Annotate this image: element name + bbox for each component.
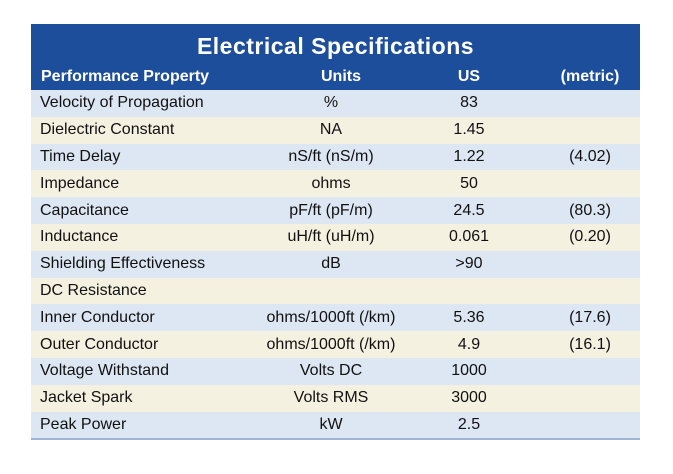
row-us-value: 1.22 <box>453 147 485 165</box>
row-us-value: 1.45 <box>453 121 485 139</box>
table-row: Inner Conductor ohms/1000ft (/km) 5.36 (… <box>31 304 640 332</box>
table-row: Impedance ohms 50 <box>31 170 640 198</box>
column-header-us: US <box>457 68 481 85</box>
row-metric-value: (16.1) <box>569 335 611 353</box>
table-body: Velocity of Propagation % 83 Dielectric … <box>31 90 640 439</box>
row-metric-value: (17.6) <box>569 308 611 326</box>
table-header: Electrical Specifications Performance Pr… <box>31 24 640 90</box>
row-us-value: 4.9 <box>457 335 481 353</box>
table-row: Inductance uH/ft (uH/m) 0.061 (0.20) <box>31 223 640 251</box>
row-property: DC Resistance <box>40 281 147 299</box>
row-property: Shielding Effectiveness <box>40 255 206 273</box>
table-row: Voltage Withstand Volts DC 1000 <box>31 357 640 385</box>
table-title: Electrical Specifications <box>196 33 475 59</box>
row-units: Volts RMS <box>293 389 369 407</box>
row-units: kW <box>319 415 343 433</box>
row-property: Dielectric Constant <box>40 121 175 139</box>
table-row: DC Resistance <box>31 277 640 305</box>
table-row: Dielectric Constant NA 1.45 <box>31 116 640 144</box>
row-property: Inner Conductor <box>40 308 155 326</box>
row-units: ohms/1000ft (/km) <box>266 308 396 326</box>
row-units: Volts DC <box>299 362 363 380</box>
column-headers: Performance Property Units US (metric) <box>31 66 640 88</box>
row-property: Impedance <box>40 174 120 192</box>
row-property: Time Delay <box>40 147 121 165</box>
row-units: NA <box>319 121 343 139</box>
row-units: pF/ft (pF/m) <box>289 201 373 219</box>
row-us-value: 3000 <box>451 389 487 407</box>
table-row: Time Delay nS/ft (nS/m) 1.22 (4.02) <box>31 143 640 171</box>
row-us-value: 1000 <box>451 362 487 380</box>
row-us-value: 0.061 <box>448 228 490 246</box>
table-bottom-rule <box>31 438 640 441</box>
column-header-units: Units <box>321 68 361 85</box>
row-units: uH/ft (uH/m) <box>287 228 375 246</box>
row-property: Inductance <box>40 228 119 246</box>
row-us-value: 83 <box>460 94 478 112</box>
electrical-specifications-table: Electrical Specifications Performance Pr… <box>31 24 640 441</box>
row-metric-value: (4.02) <box>569 147 611 165</box>
table-row: Jacket Spark Volts RMS 3000 <box>31 384 640 412</box>
row-units: nS/ft (nS/m) <box>288 147 374 165</box>
column-header-property: Performance Property <box>41 68 210 85</box>
row-property: Peak Power <box>40 415 127 433</box>
row-units: ohms <box>311 174 351 192</box>
row-metric-value: (0.20) <box>569 228 611 246</box>
row-us-value: 5.36 <box>453 308 485 326</box>
table-row: Shielding Effectiveness dB >90 <box>31 250 640 278</box>
row-property: Velocity of Propagation <box>40 94 204 112</box>
table-row: Velocity of Propagation % 83 <box>31 90 640 117</box>
row-property: Capacitance <box>40 201 129 219</box>
row-us-value: 24.5 <box>453 201 485 219</box>
row-property: Outer Conductor <box>40 335 159 353</box>
row-property: Voltage Withstand <box>40 362 169 380</box>
row-units: % <box>323 94 339 112</box>
table-row: Outer Conductor ohms/1000ft (/km) 4.9 (1… <box>31 331 640 358</box>
table-row: Peak Power kW 2.5 <box>31 411 640 439</box>
row-us-value: >90 <box>455 255 483 273</box>
row-property: Jacket Spark <box>40 389 133 407</box>
table-row: Capacitance pF/ft (pF/m) 24.5 (80.3) <box>31 197 640 224</box>
row-metric-value: (80.3) <box>569 201 611 219</box>
column-header-metric: (metric) <box>560 68 620 85</box>
row-units: dB <box>321 255 341 273</box>
row-us-value: 50 <box>460 174 478 192</box>
row-us-value: 2.5 <box>457 415 481 433</box>
row-units: ohms/1000ft (/km) <box>266 335 396 353</box>
